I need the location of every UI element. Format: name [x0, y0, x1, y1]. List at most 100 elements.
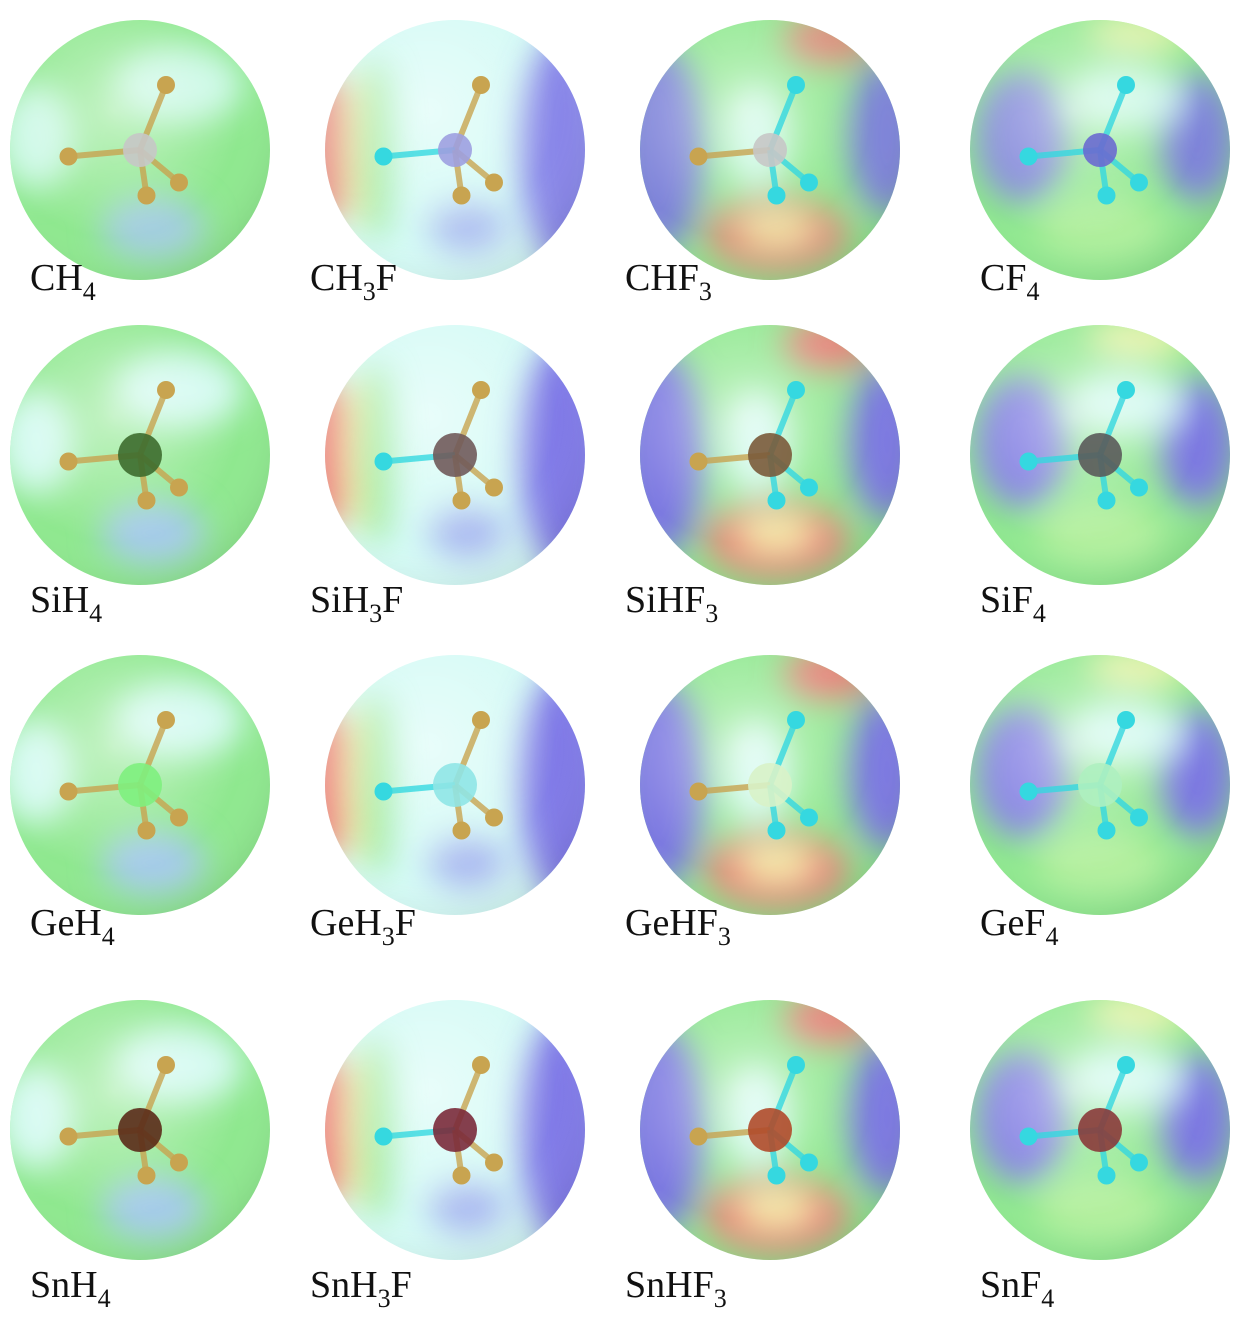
- ligand-atom: [767, 821, 786, 840]
- ligand-atom: [452, 1166, 471, 1185]
- ligand-atom: [1019, 452, 1038, 471]
- ligand-atom: [59, 452, 78, 471]
- ligand-atom: [59, 1127, 78, 1146]
- molecule: CF4: [970, 20, 1230, 306]
- ligand-atom: [137, 186, 156, 205]
- ligand-atom: [472, 1056, 490, 1074]
- ligand-atom: [689, 782, 708, 801]
- molecule: GeH3F: [310, 655, 585, 951]
- ligand-atom: [472, 711, 490, 729]
- molecule-label: GeHF3: [625, 902, 731, 951]
- ligand-atom: [157, 76, 175, 94]
- molecule-label: CH4: [30, 257, 96, 306]
- label-text: CH: [310, 257, 363, 299]
- label-text: GeF: [980, 902, 1045, 944]
- central-atom: [433, 763, 477, 807]
- ligand-atom: [485, 808, 503, 827]
- central-atom: [118, 1108, 162, 1152]
- central-atom: [123, 133, 157, 167]
- ligand-atom: [787, 381, 805, 399]
- label-subscript: 4: [1041, 1284, 1054, 1313]
- molecule: SiF4: [970, 325, 1230, 628]
- label-text: CF: [980, 257, 1026, 299]
- ligand-atom: [137, 1166, 156, 1185]
- molecule: CH4: [10, 20, 270, 306]
- ligand-atom: [800, 808, 818, 827]
- molecule: SnH3F: [310, 1000, 585, 1313]
- central-atom: [753, 133, 787, 167]
- molecule-label: GeH3F: [310, 902, 416, 951]
- label-subscript: 4: [89, 599, 102, 628]
- ligand-atom: [485, 173, 503, 192]
- ligand-atom: [170, 173, 188, 192]
- label-subscript: 3: [363, 277, 376, 306]
- central-atom: [438, 133, 472, 167]
- ligand-atom: [689, 452, 708, 471]
- central-atom: [1078, 433, 1122, 477]
- ligand-atom: [452, 821, 471, 840]
- central-atom: [748, 1108, 792, 1152]
- molecule-label: SnF4: [980, 1264, 1054, 1313]
- molecule-label: SiHF3: [625, 579, 718, 628]
- ligand-atom: [1130, 808, 1148, 827]
- ligand-atom: [157, 381, 175, 399]
- ligand-atom: [1117, 381, 1135, 399]
- molecule: CHF3: [625, 20, 900, 306]
- ligand-atom: [1019, 147, 1038, 166]
- ligand-atom: [1097, 186, 1116, 205]
- central-atom: [748, 433, 792, 477]
- ligand-atom: [689, 1127, 708, 1146]
- central-atom: [1078, 1108, 1122, 1152]
- ligand-atom: [1117, 1056, 1135, 1074]
- ligand-atom: [1097, 491, 1116, 510]
- molecule-label: CF4: [980, 257, 1039, 306]
- ligand-atom: [374, 782, 393, 801]
- ligand-atom: [59, 147, 78, 166]
- central-atom: [433, 433, 477, 477]
- molecule: GeH4: [10, 655, 270, 951]
- ligand-atom: [374, 452, 393, 471]
- ligand-atom: [137, 491, 156, 510]
- label-text: GeHF: [625, 902, 718, 944]
- molecule-label: SiF4: [980, 579, 1046, 628]
- label-text: SnHF: [625, 1264, 714, 1306]
- ligand-atom: [485, 1153, 503, 1172]
- ligand-atom: [137, 821, 156, 840]
- ligand-atom: [485, 478, 503, 497]
- ligand-atom: [767, 491, 786, 510]
- ligand-atom: [472, 381, 490, 399]
- ligand-atom: [452, 186, 471, 205]
- ligand-atom: [1097, 821, 1116, 840]
- label-text: F: [382, 579, 403, 621]
- label-subscript: 4: [1026, 277, 1039, 306]
- ligand-atom: [157, 1056, 175, 1074]
- molecule: SnF4: [970, 1000, 1230, 1313]
- ligand-atom: [170, 1153, 188, 1172]
- ligand-atom: [1019, 1127, 1038, 1146]
- label-text: F: [395, 902, 416, 944]
- label-text: SiF: [980, 579, 1033, 621]
- label-text: SnH: [310, 1264, 378, 1306]
- ligand-atom: [1130, 478, 1148, 497]
- label-subscript: 3: [714, 1284, 727, 1313]
- central-atom: [433, 1108, 477, 1152]
- ligand-atom: [1097, 1166, 1116, 1185]
- molecule-label: SnH3F: [310, 1264, 412, 1313]
- label-text: F: [376, 257, 397, 299]
- ligand-atom: [800, 1153, 818, 1172]
- molecule: SiHF3: [625, 325, 900, 628]
- label-text: CH: [30, 257, 83, 299]
- label-subscript: 4: [1045, 922, 1058, 951]
- label-subscript: 3: [369, 599, 382, 628]
- molecule-label: GeH4: [30, 902, 115, 951]
- molecule-label: CHF3: [625, 257, 712, 306]
- ligand-atom: [157, 711, 175, 729]
- ligand-atom: [170, 478, 188, 497]
- molecule-label: GeF4: [980, 902, 1058, 951]
- central-atom: [118, 763, 162, 807]
- label-subscript: 4: [1033, 599, 1046, 628]
- ligand-atom: [472, 76, 490, 94]
- molecule-label: SiH4: [30, 579, 102, 628]
- ligand-atom: [452, 491, 471, 510]
- ligand-atom: [787, 76, 805, 94]
